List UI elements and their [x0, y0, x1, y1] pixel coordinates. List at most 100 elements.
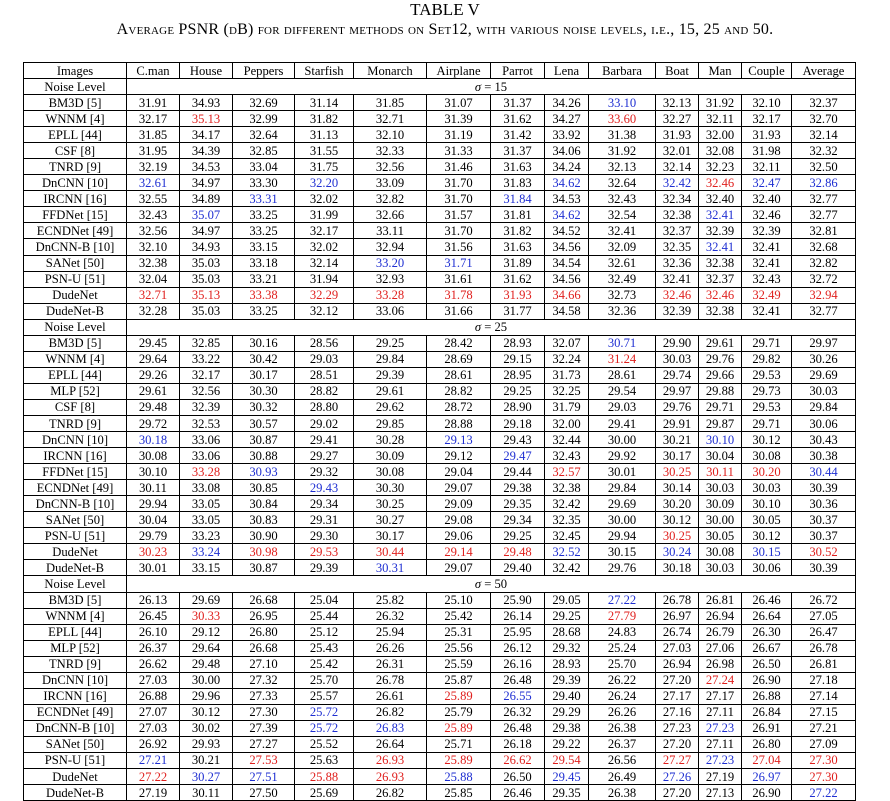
psnr-cell: 30.16 [232, 334, 295, 352]
psnr-cell: 29.71 [698, 398, 742, 416]
psnr-cell: 31.84 [490, 190, 545, 208]
column-header: Barbara [588, 62, 656, 79]
psnr-cell: 29.06 [426, 527, 491, 545]
psnr-cell: 31.42 [490, 126, 545, 144]
psnr-cell: 29.02 [294, 414, 354, 433]
psnr-cell: 31.73 [544, 366, 589, 384]
table-row: EPLL [44] 26.10 29.12 26.80 25.12 25.94 25.31 2… [23, 623, 856, 641]
psnr-cell: 32.35 [655, 238, 699, 256]
method-name: IRCNN [16] [23, 447, 127, 465]
psnr-cell: 26.62 [490, 751, 545, 770]
psnr-cell: 29.82 [741, 350, 792, 368]
psnr-cell: 34.53 [179, 158, 233, 176]
table-row: DudeNet 27.22 30.27 27.51 25.88 26.93 25.88 26.… [23, 768, 856, 786]
psnr-cell: 32.94 [353, 238, 427, 256]
method-name: TNRD [9] [23, 158, 127, 176]
psnr-cell: 33.06 [179, 447, 233, 465]
psnr-cell: 27.22 [588, 591, 656, 609]
psnr-cell: 30.57 [232, 414, 295, 433]
table-row: DnCNN [10] 32.61 34.97 33.30 32.20 33.09 31.70… [23, 174, 856, 192]
psnr-cell: 30.08 [741, 447, 792, 465]
psnr-cell: 29.32 [294, 463, 354, 481]
psnr-cell: 25.44 [294, 607, 354, 625]
psnr-cell: 29.29 [544, 703, 589, 721]
method-name: WNNM [4] [23, 350, 127, 368]
psnr-cell: 32.47 [741, 174, 792, 192]
psnr-cell: 32.00 [698, 126, 742, 144]
psnr-cell: 34.93 [179, 238, 233, 256]
psnr-cell: 29.39 [544, 671, 589, 689]
psnr-cell: 30.11 [126, 479, 180, 497]
psnr-cell: 25.72 [294, 719, 354, 737]
psnr-cell: 26.67 [741, 639, 792, 657]
psnr-cell: 32.10 [353, 126, 427, 144]
method-name: PSN-U [51] [23, 270, 127, 288]
psnr-cell: 32.14 [294, 254, 354, 272]
psnr-cell: 32.64 [232, 126, 295, 144]
table-row: DudeNet-B 32.28 35.03 33.25 32.12 33.06 31.66 3… [23, 302, 856, 320]
psnr-cell: 27.13 [698, 784, 742, 801]
psnr-cell: 34.56 [544, 238, 589, 256]
psnr-cell: 32.39 [741, 222, 792, 240]
psnr-cell: 26.24 [588, 687, 656, 705]
psnr-cell: 30.10 [126, 463, 180, 481]
psnr-cell: 30.39 [791, 479, 856, 497]
psnr-cell: 29.96 [179, 687, 233, 705]
psnr-cell: 35.13 [179, 110, 233, 128]
psnr-cell: 32.77 [791, 302, 856, 320]
psnr-cell: 26.81 [698, 591, 742, 609]
psnr-cell: 31.83 [490, 174, 545, 192]
psnr-cell: 26.47 [791, 623, 856, 641]
psnr-cell: 28.95 [490, 366, 545, 384]
psnr-cell: 32.28 [126, 302, 180, 320]
psnr-cell: 32.41 [741, 254, 792, 272]
psnr-cell: 33.06 [179, 431, 233, 449]
psnr-cell: 33.05 [179, 511, 233, 529]
method-name: PSN-U [51] [23, 751, 127, 770]
psnr-cell: 26.38 [588, 719, 656, 737]
psnr-cell: 32.85 [179, 334, 233, 352]
psnr-cell: 30.09 [698, 495, 742, 513]
method-name: DudeNet [23, 768, 127, 786]
psnr-cell: 26.32 [353, 607, 427, 625]
column-header: Lena [544, 62, 589, 79]
psnr-cell: 31.70 [426, 174, 491, 192]
psnr-cell: 25.59 [426, 655, 491, 673]
psnr-cell: 30.25 [655, 463, 699, 481]
psnr-cell: 33.11 [353, 222, 427, 240]
psnr-cell: 30.12 [655, 511, 699, 529]
psnr-cell: 25.82 [353, 591, 427, 609]
psnr-cell: 30.88 [232, 447, 295, 465]
psnr-cell: 32.01 [655, 142, 699, 160]
psnr-cell: 32.64 [588, 174, 656, 192]
psnr-cell: 30.12 [741, 527, 792, 545]
psnr-cell: 33.22 [179, 350, 233, 368]
psnr-cell: 32.41 [698, 206, 742, 224]
psnr-cell: 27.22 [126, 768, 180, 786]
psnr-cell: 30.25 [655, 527, 699, 545]
psnr-cell: 27.17 [698, 687, 742, 705]
psnr-cell: 26.68 [232, 591, 295, 609]
psnr-cell: 27.21 [791, 719, 856, 737]
table-row: MLP [52] 29.61 32.56 30.30 28.82 29.61 28.82 29… [23, 382, 856, 400]
psnr-cell: 32.71 [126, 286, 180, 304]
psnr-cell: 32.72 [791, 270, 856, 288]
psnr-cell: 30.11 [698, 463, 742, 481]
psnr-cell: 29.13 [426, 431, 491, 449]
method-name: TNRD [9] [23, 414, 127, 433]
psnr-cell: 32.82 [353, 190, 427, 208]
psnr-cell: 29.38 [544, 719, 589, 737]
psnr-cell: 32.14 [655, 158, 699, 176]
psnr-cell: 27.06 [698, 639, 742, 657]
psnr-cell: 32.52 [544, 543, 589, 561]
table-row: WNNM [4] 26.45 30.33 26.95 25.44 26.32 25.42 26… [23, 607, 856, 625]
psnr-cell: 29.45 [544, 768, 589, 786]
psnr-cell: 31.71 [426, 254, 491, 272]
psnr-cell: 27.22 [791, 784, 856, 801]
psnr-cell: 27.33 [232, 687, 295, 705]
psnr-cell: 28.90 [490, 398, 545, 416]
psnr-cell: 32.41 [655, 270, 699, 288]
psnr-cell: 32.41 [741, 302, 792, 320]
psnr-table: Images C.man House Peppers Starfish Monarch Ai… [23, 62, 856, 801]
psnr-cell: 30.42 [232, 350, 295, 368]
